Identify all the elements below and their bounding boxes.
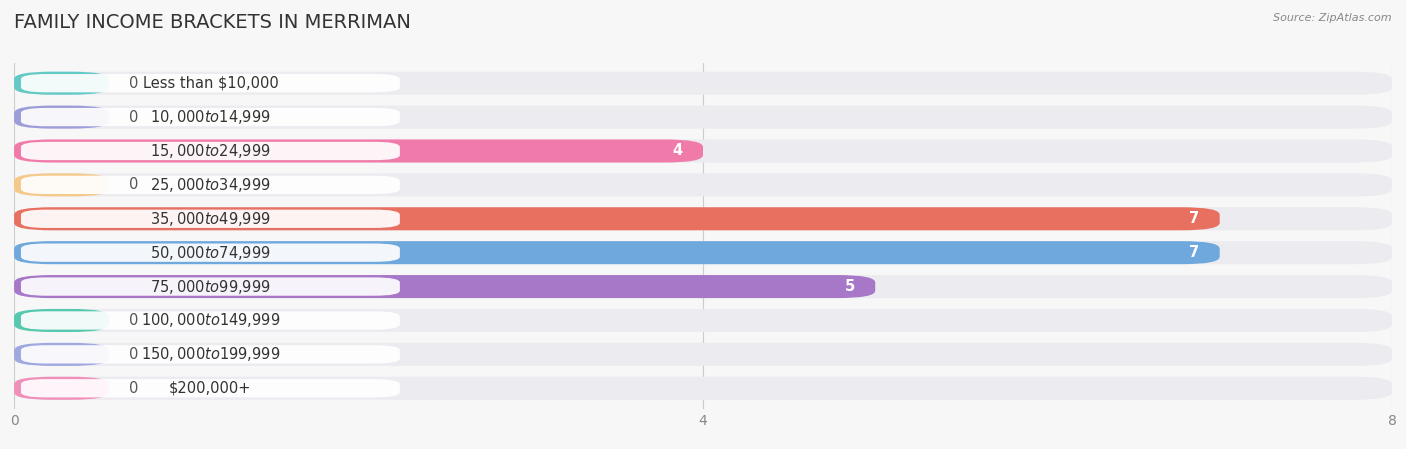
Text: Source: ZipAtlas.com: Source: ZipAtlas.com (1274, 13, 1392, 23)
Text: $35,000 to $49,999: $35,000 to $49,999 (150, 210, 271, 228)
Text: $200,000+: $200,000+ (169, 381, 252, 396)
FancyBboxPatch shape (14, 241, 1392, 264)
FancyBboxPatch shape (14, 140, 703, 163)
Text: $50,000 to $74,999: $50,000 to $74,999 (150, 244, 271, 262)
FancyBboxPatch shape (21, 108, 399, 126)
FancyBboxPatch shape (14, 207, 1219, 230)
Text: $150,000 to $199,999: $150,000 to $199,999 (141, 345, 280, 363)
Text: FAMILY INCOME BRACKETS IN MERRIMAN: FAMILY INCOME BRACKETS IN MERRIMAN (14, 13, 411, 32)
FancyBboxPatch shape (21, 311, 399, 330)
FancyBboxPatch shape (14, 72, 108, 95)
Text: 0: 0 (129, 76, 139, 91)
FancyBboxPatch shape (14, 343, 108, 366)
Text: 7: 7 (1189, 245, 1199, 260)
FancyBboxPatch shape (21, 379, 399, 397)
FancyBboxPatch shape (14, 275, 1392, 298)
Text: 0: 0 (129, 381, 139, 396)
Text: $15,000 to $24,999: $15,000 to $24,999 (150, 142, 271, 160)
Text: 0: 0 (129, 177, 139, 192)
FancyBboxPatch shape (14, 309, 108, 332)
FancyBboxPatch shape (14, 377, 1392, 400)
FancyBboxPatch shape (14, 377, 108, 400)
Text: $10,000 to $14,999: $10,000 to $14,999 (150, 108, 271, 126)
FancyBboxPatch shape (14, 241, 1219, 264)
FancyBboxPatch shape (14, 275, 875, 298)
FancyBboxPatch shape (21, 345, 399, 364)
Text: 5: 5 (845, 279, 855, 294)
FancyBboxPatch shape (14, 309, 1392, 332)
FancyBboxPatch shape (21, 176, 399, 194)
Text: Less than $10,000: Less than $10,000 (142, 76, 278, 91)
Text: 0: 0 (129, 110, 139, 124)
Text: $25,000 to $34,999: $25,000 to $34,999 (150, 176, 271, 194)
Text: 0: 0 (129, 313, 139, 328)
Text: 4: 4 (672, 144, 682, 158)
FancyBboxPatch shape (14, 72, 1392, 95)
Text: 7: 7 (1189, 211, 1199, 226)
FancyBboxPatch shape (14, 173, 1392, 196)
Text: 0: 0 (129, 347, 139, 362)
FancyBboxPatch shape (14, 343, 1392, 366)
FancyBboxPatch shape (21, 243, 399, 262)
FancyBboxPatch shape (14, 140, 1392, 163)
FancyBboxPatch shape (21, 74, 399, 92)
FancyBboxPatch shape (14, 207, 1392, 230)
FancyBboxPatch shape (14, 106, 108, 128)
Text: $100,000 to $149,999: $100,000 to $149,999 (141, 312, 280, 330)
FancyBboxPatch shape (21, 277, 399, 296)
FancyBboxPatch shape (14, 106, 1392, 128)
FancyBboxPatch shape (14, 173, 108, 196)
Text: $75,000 to $99,999: $75,000 to $99,999 (150, 277, 271, 295)
FancyBboxPatch shape (21, 210, 399, 228)
FancyBboxPatch shape (21, 142, 399, 160)
